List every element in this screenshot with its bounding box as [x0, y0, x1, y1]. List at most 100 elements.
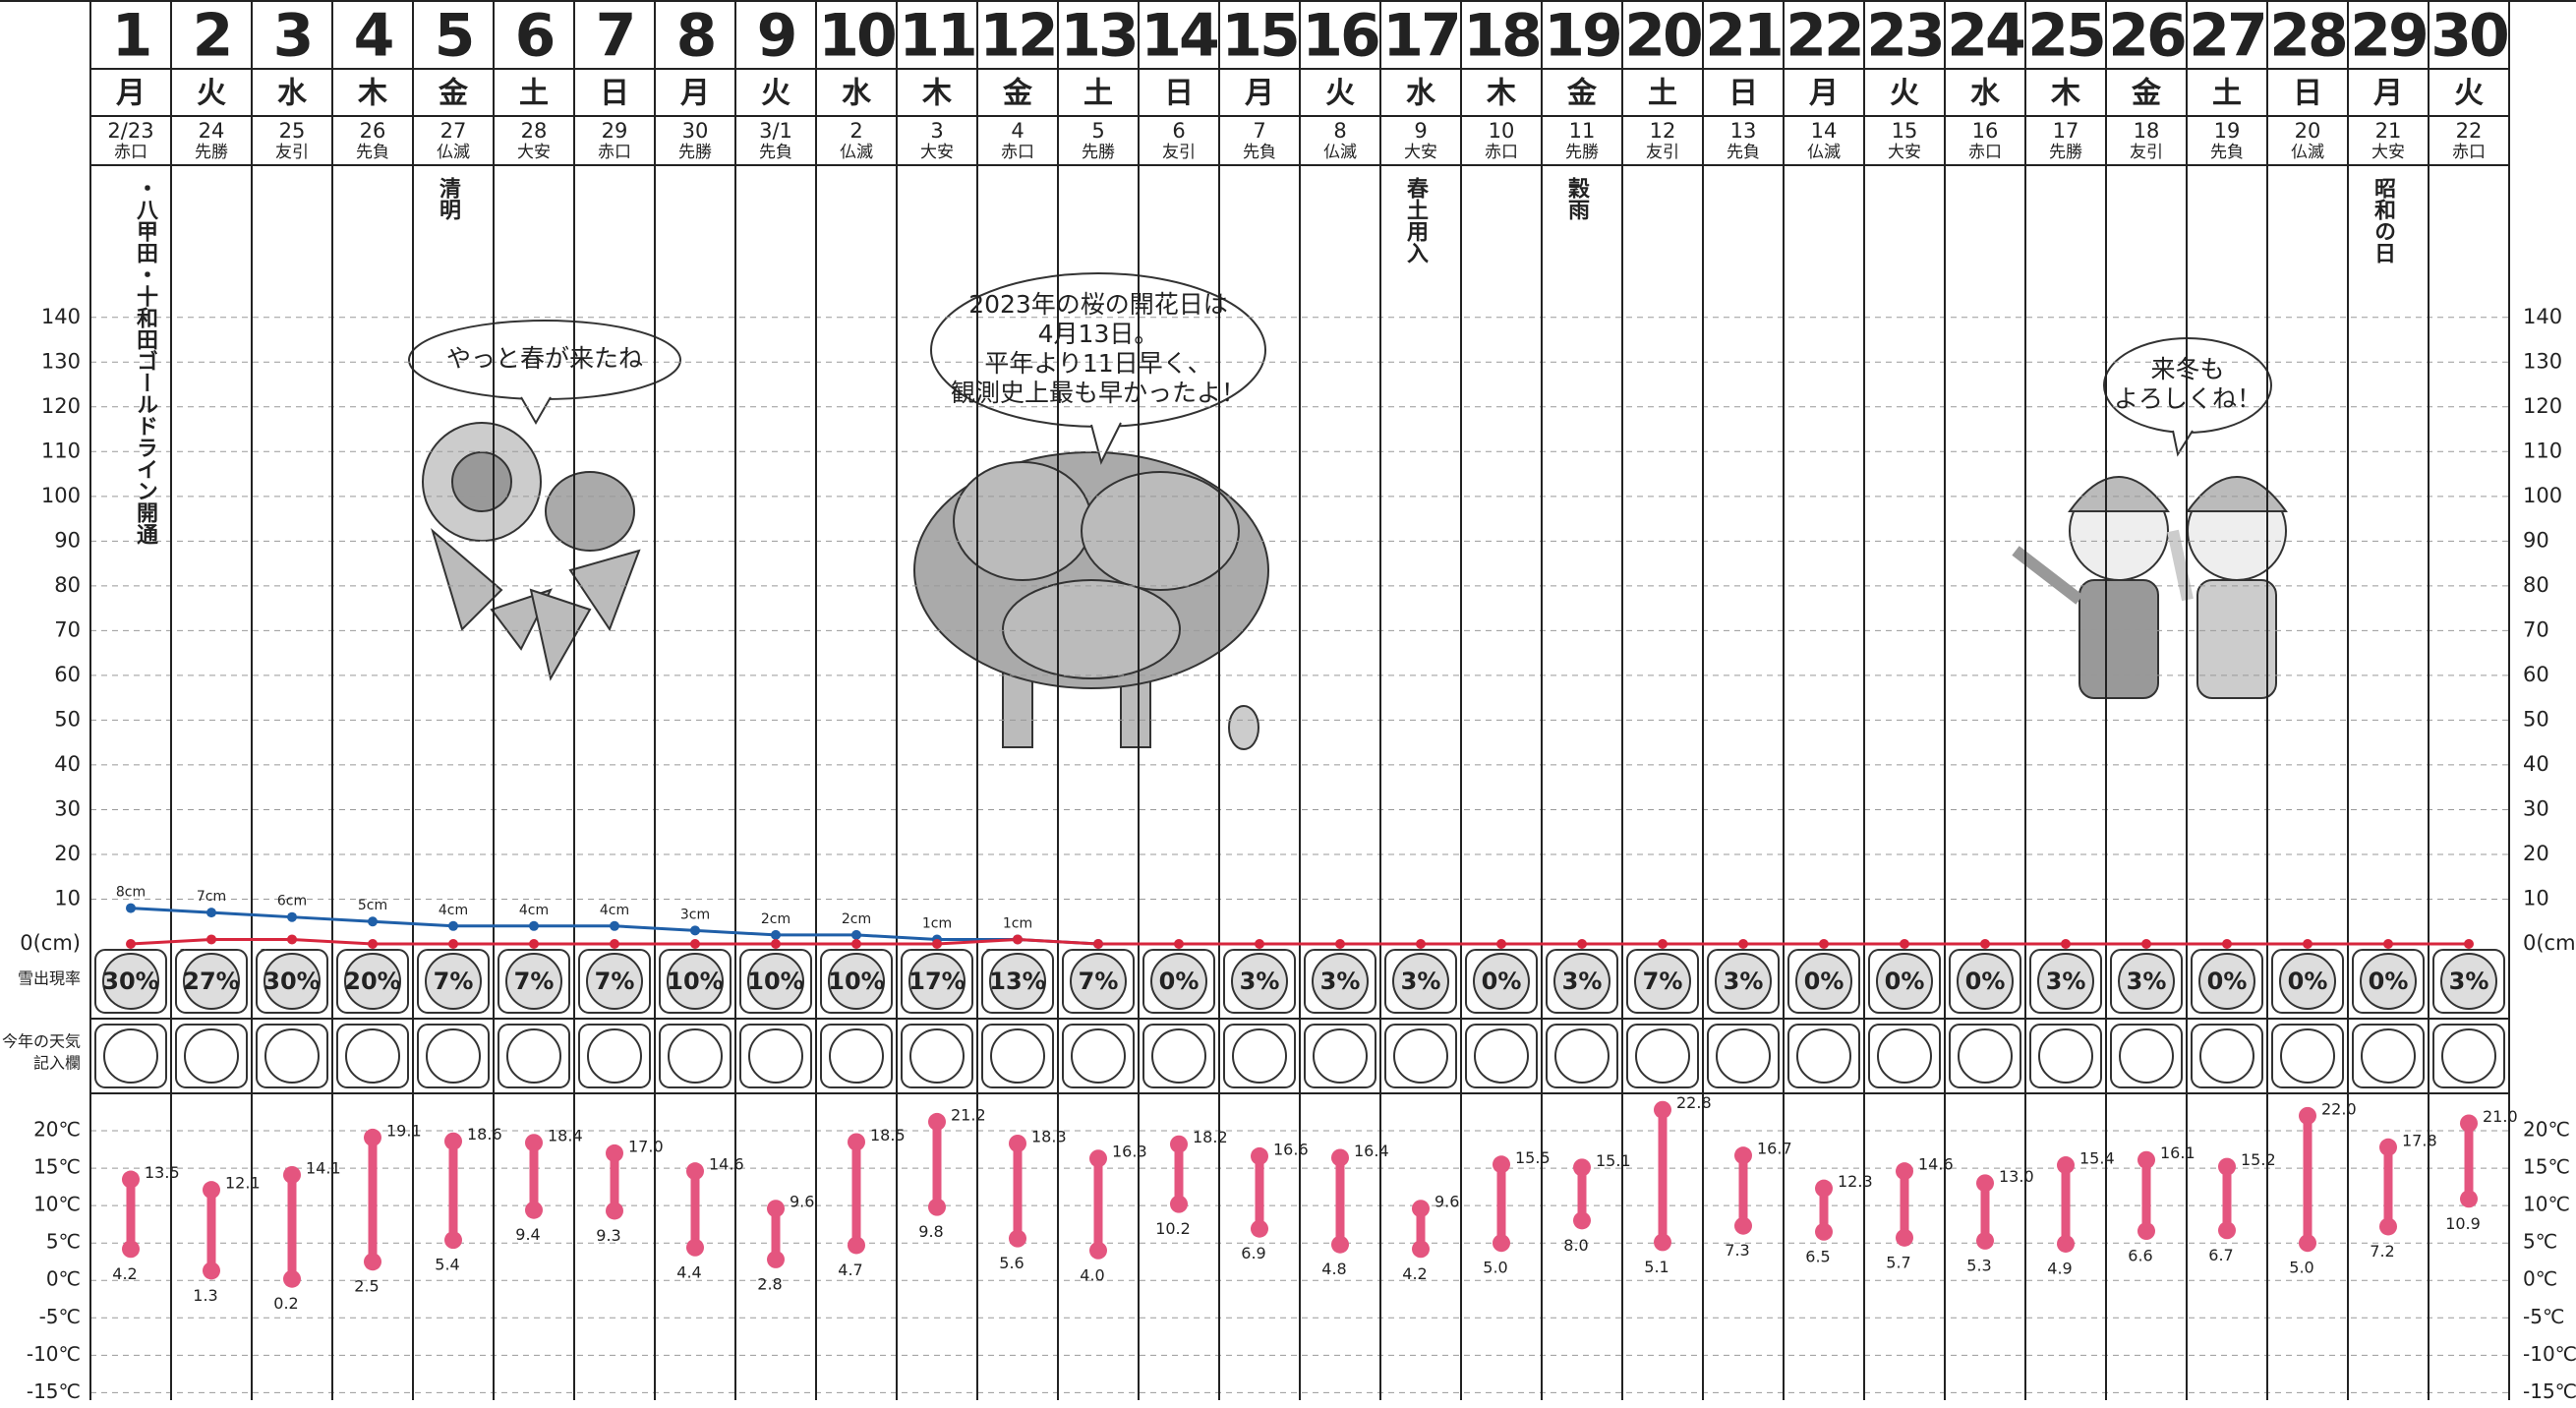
day-number: 29 [2350, 2, 2427, 71]
day-number: 14 [1141, 2, 1217, 71]
weather-circle [2200, 1029, 2254, 1083]
weather-circle [749, 1029, 802, 1083]
high-label: 12.3 [1838, 1172, 1873, 1191]
snow-point [1255, 939, 1264, 949]
temp-low [928, 1199, 946, 1216]
lunar-date: 29 [602, 119, 628, 143]
snow-point [1013, 934, 1023, 944]
weather-circle [1717, 1029, 1770, 1083]
snow-point [2141, 939, 2151, 949]
y-tick-label: 90 [2523, 528, 2549, 552]
probability-label: 13% [989, 968, 1045, 995]
probability-label: 0% [2288, 968, 2328, 995]
y-tick-label: 40 [54, 752, 81, 776]
low-label: 5.6 [999, 1254, 1024, 1272]
low-label: 4.4 [676, 1262, 701, 1281]
weather-circle [1152, 1029, 1205, 1083]
rokuyo: 先負 [759, 143, 792, 162]
y-tick-label: -15℃ [27, 1379, 81, 1403]
high-label: 15.2 [2241, 1150, 2276, 1169]
low-label: 6.9 [1241, 1244, 1265, 1262]
snow-point [771, 939, 781, 949]
weather-circle [2442, 1029, 2495, 1083]
probability-label: 27% [183, 968, 239, 995]
rokuyo: 大安 [920, 143, 954, 162]
low-label: 5.3 [1966, 1256, 1991, 1274]
day-number: 22 [1786, 2, 1862, 71]
snow-point [206, 934, 216, 944]
lunar-date: 7 [1253, 119, 1265, 143]
weekday: 水 [277, 77, 308, 111]
probability-label: 0% [1482, 968, 1522, 995]
high-label: 16.6 [1273, 1140, 1309, 1158]
weekday: 土 [2212, 77, 2242, 111]
weather-circle [1959, 1029, 2012, 1083]
weather-circle [1797, 1029, 1850, 1083]
probability-label: 3% [2046, 968, 2086, 995]
low-label: 9.3 [596, 1226, 620, 1245]
y-tick-label: 5℃ [46, 1230, 81, 1254]
lunar-date: 3/1 [759, 119, 792, 143]
y-tick-label: 30 [54, 796, 81, 820]
probability-label: 7% [595, 968, 635, 995]
rokuyo: 仏滅 [840, 143, 873, 162]
rokuyo: 大安 [2371, 143, 2405, 162]
day-number: 4 [354, 2, 392, 71]
y-tick-label: 20℃ [2523, 1118, 2570, 1142]
lunar-date: 11 [1569, 119, 1596, 143]
snow-point [448, 939, 458, 949]
temp-low [1896, 1229, 1913, 1247]
value-label: 5cm [358, 898, 387, 913]
snow-point [368, 939, 378, 949]
bubble-text: 観測史上最も早かったよ！ [951, 379, 1246, 407]
y-tick-label: 15℃ [2523, 1155, 2570, 1179]
high-label: 16.7 [1757, 1140, 1792, 1158]
temp-high [2057, 1156, 2075, 1174]
day-number: 30 [2430, 2, 2507, 71]
temp-high [1573, 1158, 1591, 1176]
bubble-text: 来冬も [2150, 355, 2224, 383]
probability-label: 3% [1240, 968, 1280, 995]
temp-high [2299, 1107, 2316, 1125]
high-label: 22.8 [1676, 1093, 1712, 1112]
rokuyo: 赤口 [114, 143, 147, 162]
high-label: 17.0 [628, 1137, 664, 1155]
lunar-date: 15 [1892, 119, 1918, 143]
low-label: 6.7 [2208, 1246, 2233, 1264]
high-label: 14.6 [1918, 1155, 1954, 1174]
low-label: 9.4 [515, 1225, 540, 1244]
event: 春土用入 [1403, 177, 1429, 264]
y-tick-label: 80 [2523, 573, 2549, 597]
weekday: 木 [1486, 77, 1516, 111]
day-number: 24 [1947, 2, 2023, 71]
weekday: 火 [1890, 77, 1919, 111]
temp-low [1251, 1220, 1268, 1238]
y-tick-label: 120 [41, 394, 81, 418]
temp-low [525, 1202, 543, 1219]
temp-low [1412, 1240, 1430, 1258]
temp-low [2299, 1234, 2316, 1252]
day-number: 26 [2108, 2, 2185, 71]
rokuyo: 先負 [1243, 143, 1276, 162]
temp-high [283, 1166, 301, 1184]
weather-circle [265, 1029, 319, 1083]
lunar-date: 19 [2214, 119, 2241, 143]
temp-high [1815, 1180, 1833, 1198]
probability-label: 7% [434, 968, 474, 995]
y-tick-label: 50 [2523, 707, 2549, 731]
probability-label: 30% [263, 968, 320, 995]
high-label: 13.0 [1999, 1167, 2034, 1186]
snow-point [610, 939, 619, 949]
low-label: 6.5 [1805, 1247, 1830, 1265]
temp-low [122, 1240, 140, 1258]
weekday: 火 [1325, 77, 1355, 111]
lunar-date: 26 [360, 119, 386, 143]
y-tick-label: 110 [2523, 439, 2562, 462]
low-label: 9.8 [918, 1222, 943, 1241]
weekday: 月 [1245, 77, 1274, 111]
value-label: 4cm [439, 903, 468, 918]
snow-point [771, 930, 781, 940]
day-number: 12 [979, 2, 1056, 71]
high-label: 14.6 [709, 1155, 744, 1174]
event: 昭和の日 [2371, 177, 2396, 264]
